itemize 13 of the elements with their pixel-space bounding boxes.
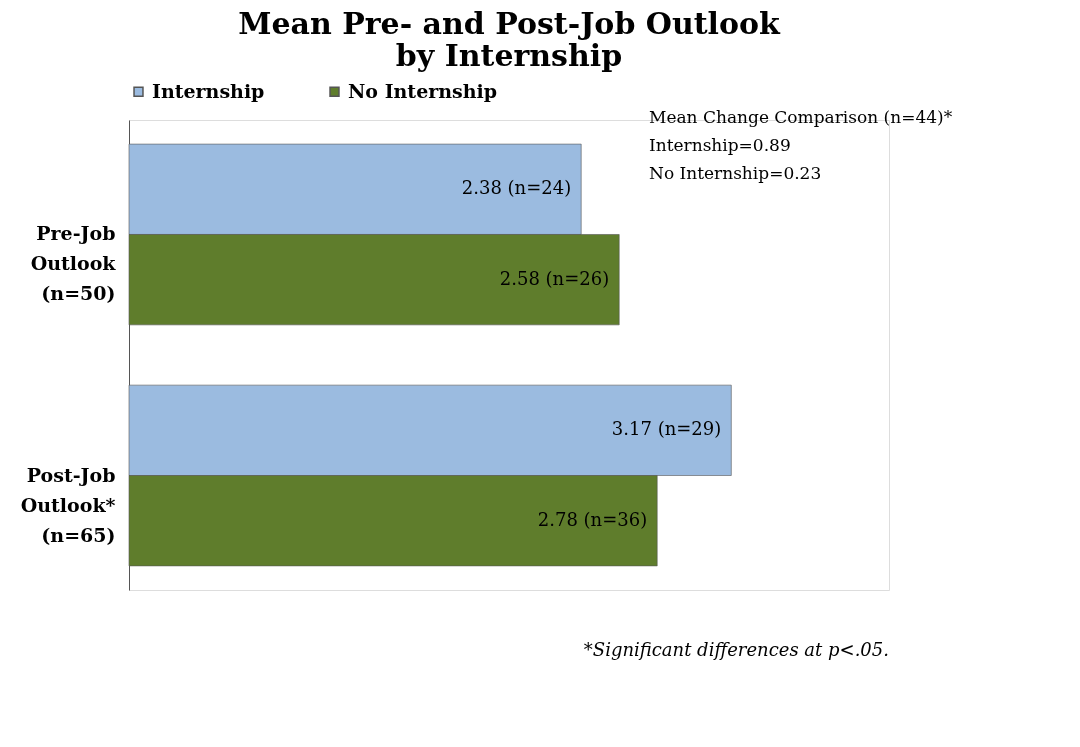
annotation: Internship=0.89 [649,135,791,155]
annotation: Mean Change Comparison (n=44)* [649,107,953,127]
data-label: 2.78 (n=36) [537,508,648,530]
legend-label: Internship [152,79,265,102]
data-label: 2.38 (n=24) [461,177,572,199]
legend-label: No Internship [348,79,498,102]
annotation: No Internship=0.23 [649,163,822,183]
chart-title: Mean Pre- and Post-Job Outlook by Internship [238,6,782,73]
data-label: 3.17 (n=29) [611,418,722,440]
y-tick-label: Post-Job Outlook* (n=65) [20,463,116,546]
data-label: 2.58 (n=26) [499,267,610,289]
y-tick-label: Pre-Job Outlook (n=50) [30,222,117,305]
text: *Significant differences at p<.05. [583,639,889,660]
